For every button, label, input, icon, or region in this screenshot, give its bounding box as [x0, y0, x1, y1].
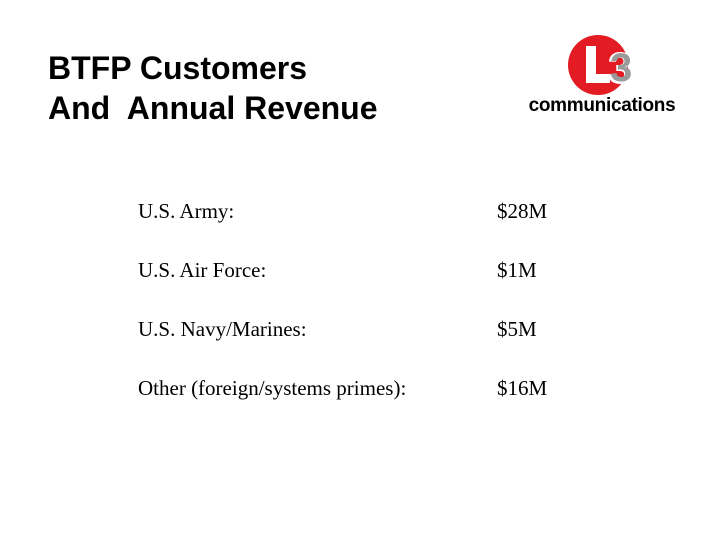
customer-name: U.S. Army: — [138, 199, 235, 223]
revenue-row: Other (foreign/systems primes): $16M — [138, 375, 588, 434]
logo-three-digit: 3 — [608, 44, 632, 93]
revenue-row: U.S. Air Force: $1M — [138, 257, 588, 316]
logo-red-oval — [568, 35, 628, 95]
revenue-row: U.S. Army: $28M — [138, 198, 588, 257]
logo-wordmark: communications — [528, 95, 676, 116]
customer-name: U.S. Navy/Marines: — [138, 317, 307, 341]
customer-revenue-list: U.S. Army: $28M U.S. Air Force: $1M U.S.… — [138, 198, 588, 434]
customer-name: Other (foreign/systems primes): — [138, 376, 407, 400]
l3-logo-icon: 3 3 — [568, 35, 633, 95]
slide-title: BTFP Customers And Annual Revenue — [48, 48, 378, 128]
logo-three-shadow: 3 — [610, 46, 632, 90]
customer-name: U.S. Air Force: — [138, 258, 267, 282]
logo-l-letter — [586, 46, 610, 83]
revenue-row: U.S. Navy/Marines: $5M — [138, 316, 588, 375]
annual-revenue-value: $1M — [497, 258, 537, 282]
annual-revenue-value: $16M — [497, 376, 548, 400]
company-logo: 3 3 communications — [514, 34, 690, 124]
title-line-2: And Annual Revenue — [48, 90, 378, 126]
annual-revenue-value: $28M — [497, 199, 548, 223]
annual-revenue-value: $5M — [497, 317, 537, 341]
title-line-1: BTFP Customers — [48, 50, 308, 86]
